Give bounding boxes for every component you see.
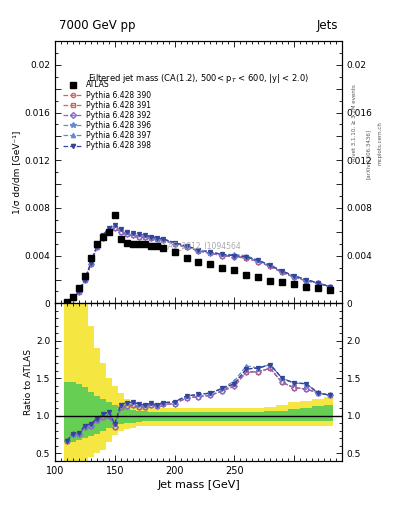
Text: ATLAS_2012_I1094564: ATLAS_2012_I1094564 (155, 241, 242, 250)
Text: Rivet 3.1.10, ≥ 3.2M events: Rivet 3.1.10, ≥ 3.2M events (352, 84, 357, 161)
Text: [arXiv:1306.3436]: [arXiv:1306.3436] (365, 129, 371, 179)
Y-axis label: 1/σ dσ/dm [GeV⁻¹]: 1/σ dσ/dm [GeV⁻¹] (13, 131, 22, 214)
Text: mcplots.cern.ch: mcplots.cern.ch (377, 121, 382, 165)
Text: Filtered jet mass (CA(1.2), 500< p$_T$ < 600, |y| < 2.0): Filtered jet mass (CA(1.2), 500< p$_T$ <… (88, 72, 309, 86)
Legend: ATLAS, Pythia 6.428 390, Pythia 6.428 391, Pythia 6.428 392, Pythia 6.428 396, P: ATLAS, Pythia 6.428 390, Pythia 6.428 39… (62, 79, 153, 152)
X-axis label: Jet mass [GeV]: Jet mass [GeV] (157, 480, 240, 490)
Text: 7000 GeV pp: 7000 GeV pp (59, 19, 136, 32)
Y-axis label: Ratio to ATLAS: Ratio to ATLAS (24, 349, 33, 415)
Text: Jets: Jets (316, 19, 338, 32)
